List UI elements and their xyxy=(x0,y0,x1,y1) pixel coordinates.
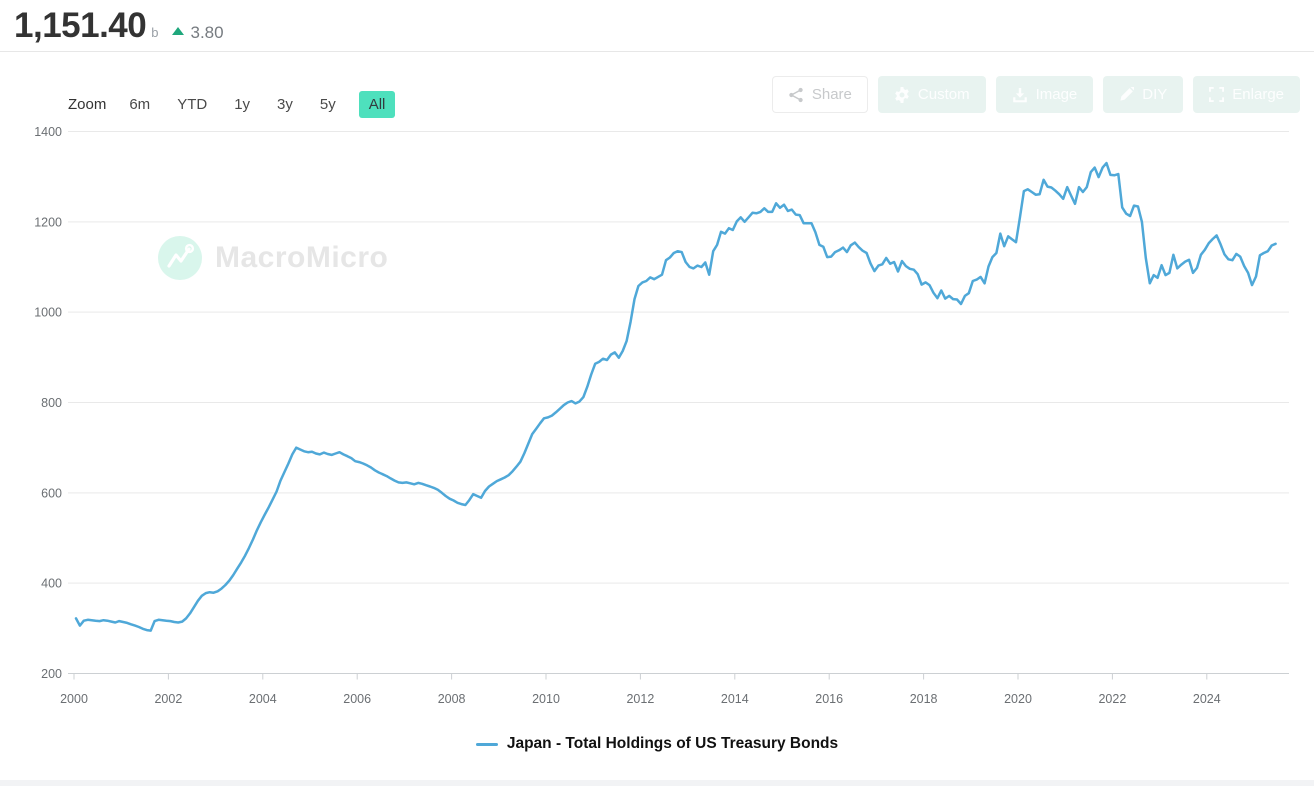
range-selector: Zoom 6m YTD 1y 3y 5y All xyxy=(68,89,396,119)
y-axis-label: 800 xyxy=(41,396,62,410)
x-axis-label: 2014 xyxy=(721,692,749,706)
y-axis-label: 1000 xyxy=(34,306,62,320)
x-axis-label: 2010 xyxy=(532,692,560,706)
image-button[interactable]: Image xyxy=(995,76,1094,113)
delta-value: 3.80 xyxy=(190,23,224,42)
custom-button[interactable]: Custom xyxy=(877,76,986,113)
download-icon xyxy=(1012,87,1028,103)
stat-header: 1,151.40 b 3.80 xyxy=(0,0,1314,52)
x-axis-label: 2000 xyxy=(60,692,88,706)
x-axis-label: 2012 xyxy=(626,692,654,706)
y-axis-label: 1400 xyxy=(34,125,62,139)
delta-badge: 3.80 xyxy=(172,23,224,43)
action-label: Enlarge xyxy=(1232,86,1284,103)
legend-line-icon xyxy=(475,742,498,746)
x-axis-label: 2016 xyxy=(815,692,843,706)
zoom-label: Zoom xyxy=(68,95,107,113)
action-label: Image xyxy=(1035,86,1078,103)
chart-actions: Share Custom Image DIY Enlarge xyxy=(771,76,1300,113)
action-label: DIY xyxy=(1142,86,1168,103)
expand-icon xyxy=(1209,87,1225,102)
gear-icon xyxy=(894,86,910,103)
enlarge-button[interactable]: Enlarge xyxy=(1193,76,1300,113)
action-label: Custom xyxy=(917,86,970,103)
share-button[interactable]: Share xyxy=(771,76,868,113)
legend-label: Japan - Total Holdings of US Treasury Bo… xyxy=(506,735,839,752)
pencil-icon xyxy=(1119,87,1135,102)
y-axis-label: 600 xyxy=(41,486,62,500)
range-button-3y[interactable]: 3y xyxy=(277,95,293,113)
range-button-1y[interactable]: 1y xyxy=(234,95,251,113)
range-button-5y[interactable]: 5y xyxy=(319,95,336,113)
x-axis-label: 2008 xyxy=(438,692,466,706)
series-line xyxy=(74,161,1277,632)
up-arrow-icon xyxy=(172,27,185,35)
watermark-text: MacroMicro xyxy=(215,241,389,274)
diy-button[interactable]: DIY xyxy=(1103,76,1184,113)
x-axis-label: 2002 xyxy=(154,692,182,706)
x-axis-label: 2020 xyxy=(1004,692,1032,706)
value-unit: b xyxy=(151,25,159,40)
y-axis-label: 1200 xyxy=(34,215,62,229)
y-axis-label: 200 xyxy=(41,667,62,681)
action-label: Share xyxy=(811,86,852,103)
share-icon xyxy=(788,87,804,103)
range-button-6m[interactable]: 6m xyxy=(129,95,151,113)
legend[interactable]: Japan - Total Holdings of US Treasury Bo… xyxy=(0,735,1314,753)
next-section-divider xyxy=(0,780,1314,786)
x-axis-label: 2024 xyxy=(1193,692,1221,706)
range-button-ytd[interactable]: YTD xyxy=(177,95,208,113)
latest-value: 1,151.40 xyxy=(14,6,147,45)
macromicro-logo-icon xyxy=(158,236,202,280)
x-axis-label: 2018 xyxy=(910,692,938,706)
x-axis-label: 2006 xyxy=(343,692,371,706)
range-button-all[interactable]: All xyxy=(358,90,396,118)
x-axis-label: 2004 xyxy=(249,692,277,706)
x-axis-label: 2022 xyxy=(1098,692,1126,706)
watermark: MacroMicro xyxy=(158,236,388,280)
y-axis-label: 400 xyxy=(41,577,62,591)
